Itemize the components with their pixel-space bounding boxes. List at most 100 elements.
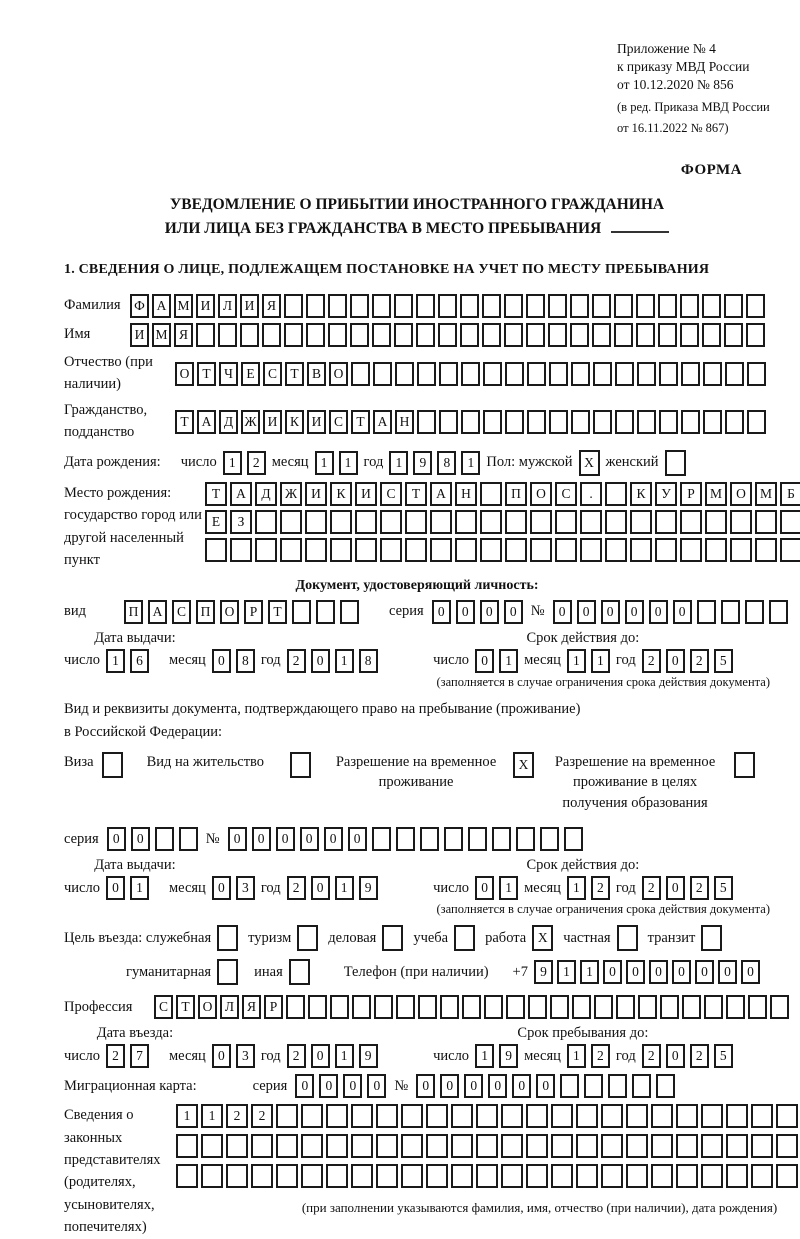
name-cell[interactable]	[240, 322, 259, 347]
legal-reps-cell[interactable]	[526, 1104, 548, 1129]
legal-reps-cell[interactable]	[176, 1134, 198, 1159]
residence-number-cell[interactable]: 0	[227, 827, 247, 852]
profession-cell[interactable]	[330, 995, 349, 1020]
legal-reps-cell[interactable]	[401, 1164, 423, 1189]
profession-cell[interactable]: О	[198, 995, 217, 1020]
issue-year-cell[interactable]: 0	[310, 876, 330, 901]
legal-reps-cell[interactable]	[626, 1104, 648, 1129]
profession-cell[interactable]	[462, 995, 481, 1020]
birthplace-cell[interactable]	[480, 509, 502, 534]
residence-number-cell[interactable]: 0	[347, 827, 367, 852]
legal-reps-cell[interactable]	[776, 1134, 798, 1159]
profession-cell[interactable]: Л	[220, 995, 239, 1020]
patronymic-cell[interactable]: Ч	[219, 361, 238, 386]
profession-cell[interactable]	[704, 995, 723, 1020]
birthplace-cell[interactable]	[230, 537, 252, 562]
stay-year-cell[interactable]: 0	[665, 1044, 685, 1069]
birthplace-cell[interactable]	[355, 537, 377, 562]
birth-day-cell[interactable]: 1	[222, 450, 242, 475]
residence-series-cell[interactable]: 0	[130, 827, 150, 852]
issue-year-cell[interactable]: 2	[286, 876, 306, 901]
doc-kind-cell[interactable]: П	[195, 599, 215, 624]
legal-reps-cell[interactable]	[601, 1164, 623, 1189]
entry-month-cell[interactable]: 3	[235, 1044, 255, 1069]
migration-number-cell[interactable]: 0	[536, 1074, 556, 1099]
profession-cell[interactable]: Т	[176, 995, 195, 1020]
surname-cell[interactable]	[592, 293, 611, 318]
patronymic-cell[interactable]	[747, 361, 766, 386]
legal-reps-cell[interactable]	[576, 1134, 598, 1159]
name-cell[interactable]	[526, 322, 545, 347]
surname-cell[interactable]	[702, 293, 721, 318]
legal-reps-cell[interactable]	[226, 1164, 248, 1189]
legal-reps-cell[interactable]	[276, 1134, 298, 1159]
legal-reps-cell[interactable]	[476, 1104, 498, 1129]
valid-month-cell[interactable]: 1	[566, 876, 586, 901]
doc-series-cell[interactable]: 0	[431, 599, 451, 624]
doc-number-cell[interactable]: 0	[672, 599, 692, 624]
valid-year-cell[interactable]: 2	[641, 648, 661, 673]
patronymic-cell[interactable]: В	[307, 361, 326, 386]
name-cell[interactable]	[746, 322, 765, 347]
profession-cell[interactable]	[506, 995, 525, 1020]
valid-year-cell[interactable]: 2	[689, 648, 709, 673]
migration-number-cell[interactable]	[584, 1074, 604, 1099]
patronymic-cell[interactable]	[637, 361, 656, 386]
patronymic-cell[interactable]	[395, 361, 414, 386]
residence-number-cell[interactable]: 0	[251, 827, 271, 852]
birthplace-cell[interactable]	[355, 509, 377, 534]
birthplace-cell[interactable]	[730, 537, 752, 562]
profession-cell[interactable]	[616, 995, 635, 1020]
birthplace-cell[interactable]: С	[555, 481, 577, 506]
birthplace-cell[interactable]: И	[305, 481, 327, 506]
entry-year-cell[interactable]: 2	[286, 1044, 306, 1069]
doc-kind-cell[interactable]: С	[171, 599, 191, 624]
surname-cell[interactable]	[504, 293, 523, 318]
residence-series-cell[interactable]	[178, 827, 198, 852]
residence-number-cell[interactable]	[563, 827, 583, 852]
profession-cell[interactable]	[682, 995, 701, 1020]
migration-series-cell[interactable]: 0	[367, 1074, 387, 1099]
citizenship-cell[interactable]	[725, 410, 744, 435]
phone-digit-cell[interactable]: 9	[533, 960, 553, 985]
profession-cell[interactable]	[484, 995, 503, 1020]
valid-day-cell[interactable]: 0	[475, 876, 495, 901]
valid-month-cell[interactable]: 1	[590, 648, 610, 673]
birthplace-cell[interactable]	[505, 537, 527, 562]
birthplace-cell[interactable]	[480, 537, 502, 562]
name-cell[interactable]	[350, 322, 369, 347]
legal-reps-cell[interactable]	[601, 1134, 623, 1159]
phone-digit-cell[interactable]: 0	[648, 960, 668, 985]
birthplace-cell[interactable]	[455, 509, 477, 534]
valid-year-cell[interactable]: 2	[641, 876, 661, 901]
entry-month-cell[interactable]: 0	[211, 1044, 231, 1069]
profession-cell[interactable]	[660, 995, 679, 1020]
birthplace-cell[interactable]	[430, 509, 452, 534]
legal-reps-cell[interactable]	[626, 1164, 648, 1189]
issue-year-cell[interactable]: 1	[334, 648, 354, 673]
legal-reps-cell[interactable]: 1	[201, 1104, 223, 1129]
legal-reps-cell[interactable]	[276, 1164, 298, 1189]
legal-reps-cell[interactable]	[251, 1164, 273, 1189]
legal-reps-cell[interactable]	[551, 1164, 573, 1189]
business-cell[interactable]	[217, 925, 239, 952]
surname-cell[interactable]	[526, 293, 545, 318]
name-cell[interactable]	[636, 322, 655, 347]
birthplace-cell[interactable]	[680, 537, 702, 562]
surname-cell[interactable]	[372, 293, 391, 318]
doc-kind-cell[interactable]	[315, 599, 335, 624]
citizenship-cell[interactable]: Н	[395, 410, 414, 435]
stay-year-cell[interactable]: 5	[713, 1044, 733, 1069]
patronymic-cell[interactable]: Е	[241, 361, 260, 386]
birthplace-cell[interactable]	[705, 509, 727, 534]
birthplace-cell[interactable]	[780, 509, 800, 534]
name-cell[interactable]	[724, 322, 743, 347]
birthplace-cell[interactable]	[605, 481, 627, 506]
birthplace-cell[interactable]	[555, 509, 577, 534]
birthplace-cell[interactable]: М	[755, 481, 777, 506]
surname-cell[interactable]	[746, 293, 765, 318]
patronymic-cell[interactable]	[659, 361, 678, 386]
citizenship-cell[interactable]	[417, 410, 436, 435]
name-cell[interactable]	[394, 322, 413, 347]
migration-number-cell[interactable]	[656, 1074, 676, 1099]
